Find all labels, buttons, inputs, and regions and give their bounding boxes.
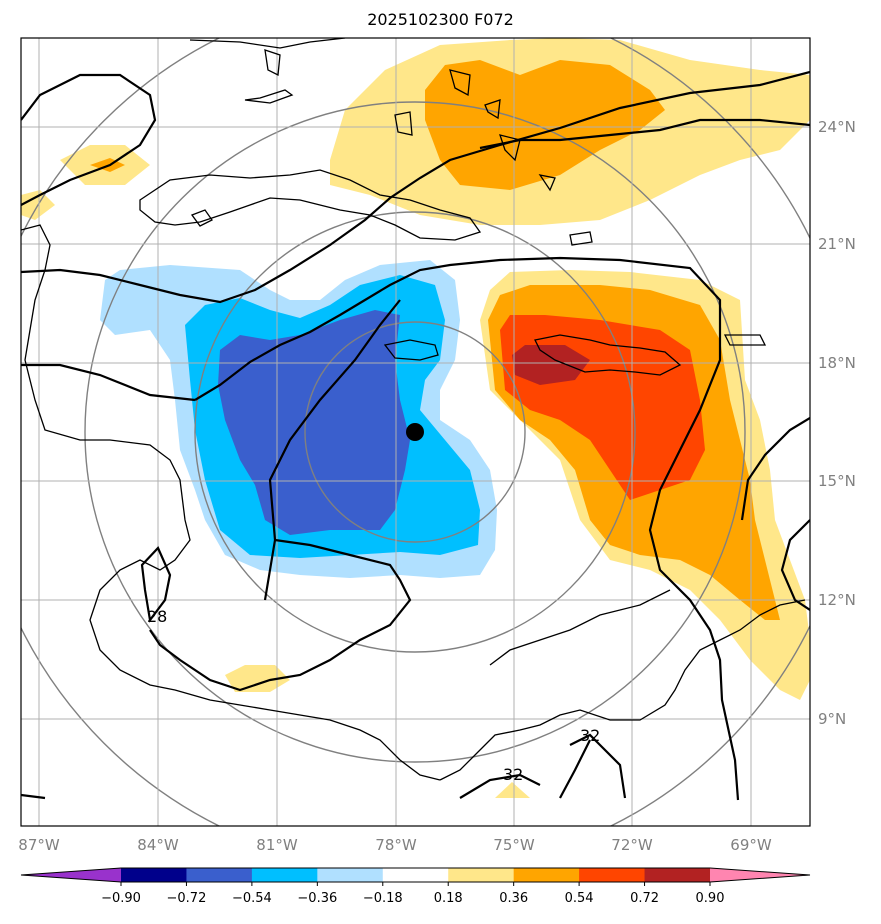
lat-tick-label: 15°N [818,472,856,490]
jamaica-coast [383,339,439,361]
lat-tick-label: 12°N [818,591,856,609]
lon-tick-label: 69°W [730,836,772,854]
colorbar-extend-low [21,868,121,882]
range-rings [21,38,810,826]
map-frame [20,37,811,827]
positive-anomaly-south [225,665,290,692]
gridlines [21,38,810,826]
colorbar-tick-label: 0.18 [434,891,463,906]
colorbar-segment [448,868,515,882]
colorbar-segment [579,868,646,882]
colorbar-segment [251,868,318,882]
lon-tick-label: 75°W [493,836,535,854]
positive-anomaly-south-2 [495,782,530,798]
lon-tick-label: 81°W [256,836,298,854]
lat-tick-labels: 24°N 21°N 18°N 15°N 12°N 9°N [818,118,856,728]
colorbar-tick-label: 0.54 [565,891,594,906]
cuba-coast [139,169,482,241]
negative-anomaly-strong [218,310,410,535]
height-contours [21,70,810,801]
colorbar-tick-label: −0.90 [101,891,141,906]
colorbar-tick-label: −0.72 [167,891,207,906]
colorbar-segment [382,868,449,882]
range-ring-3 [84,101,746,763]
colorbar-tick-label: −0.18 [363,891,403,906]
lat-tick-label: 9°N [818,710,846,728]
positive-anomaly-medium [425,60,665,190]
range-ring-1 [304,321,526,543]
positive-anomaly-east-max [512,345,590,385]
colorbar-extend-high [710,868,810,882]
range-ring-2 [194,211,636,653]
chart-title: 2025102300 F072 [367,10,514,29]
contour-label-32-south: 32 [503,765,523,784]
colorbar-tick-label: 0.90 [696,891,725,906]
hispaniola-coast [534,334,682,376]
lon-tick-label: 78°W [375,836,417,854]
lat-tick-label: 21°N [818,235,856,253]
colorbar-segment [513,868,580,882]
colorbar-tick-label: −0.36 [297,891,337,906]
lat-tick-label: 18°N [818,354,856,372]
colorbar: −0.90 −0.72 −0.54 −0.36 −0.18 0.18 0.36 0.54 0.7… [20,867,811,906]
lat-tick-label: 24°N [818,118,856,136]
lon-tick-labels: 87°W 84°W 81°W 78°W 75°W 72°W 69°W [18,836,772,854]
lon-tick-label: 72°W [611,836,653,854]
lon-tick-label: 84°W [137,836,179,854]
contour-label-32-east: 32 [580,726,600,745]
coastlines [21,38,806,781]
colorbar-segment [186,868,253,882]
colorbar-tick-label: 0.72 [630,891,659,906]
shading-layer [21,38,810,798]
colorbar-segment [644,868,711,882]
storm-center-marker [406,423,424,441]
colorbar-tick-label: −0.54 [232,891,272,906]
contour-label-28: 28 [147,607,167,626]
colorbar-segment [317,868,384,882]
lon-tick-label: 87°W [18,836,60,854]
colorbar-segment [121,868,187,882]
colorbar-tick-label: 0.36 [499,891,528,906]
central-america-coast [21,224,441,781]
